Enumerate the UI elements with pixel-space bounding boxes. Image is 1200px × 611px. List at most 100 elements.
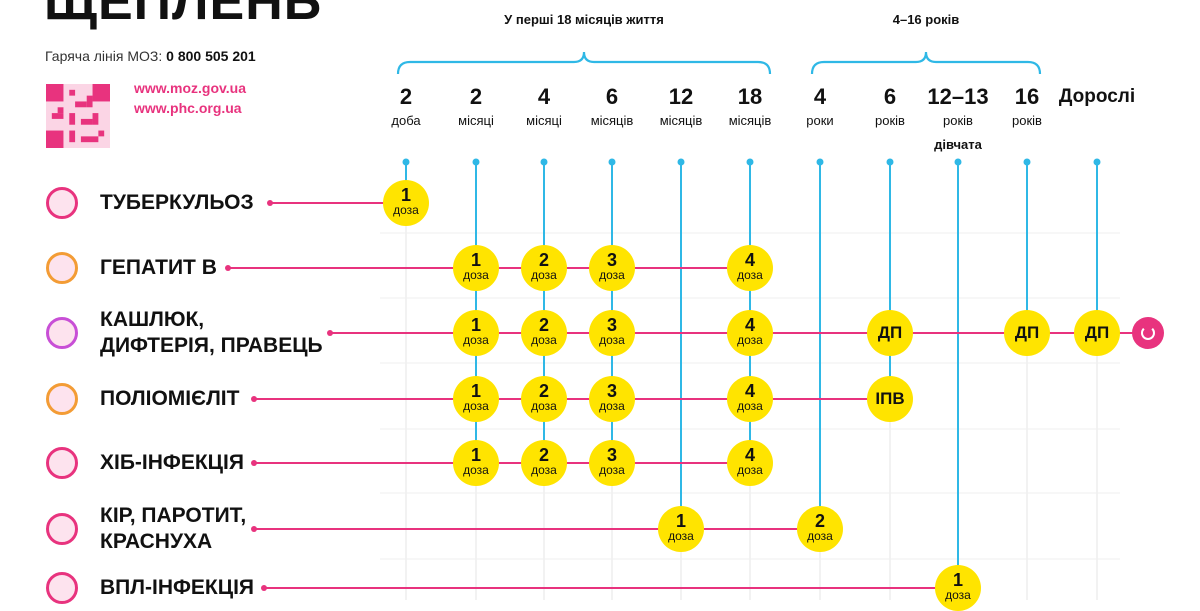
row-label: КАШЛЮК, ДИФТЕРІЯ, ПРАВЕЦЬ xyxy=(100,307,323,359)
dose-unit: доза xyxy=(599,268,625,282)
dose-unit: доза xyxy=(463,463,489,477)
link-moz[interactable]: www.moz.gov.ua xyxy=(134,80,247,96)
age-column-marker xyxy=(954,158,962,166)
dose-marker: 2 доза xyxy=(521,245,567,291)
age-column-unit: місяців xyxy=(659,113,703,128)
age-column-value: 12–13 xyxy=(927,84,989,109)
age-column-marker xyxy=(1093,158,1101,166)
age-column-marker xyxy=(886,158,894,166)
dose-number: 3 xyxy=(606,381,617,401)
dose-number: 2 xyxy=(538,381,549,401)
dose-marker: 1 доза xyxy=(383,180,429,226)
dose-unit: доза xyxy=(668,529,694,543)
age-column-marker xyxy=(816,158,824,166)
dose-marker: 4 доза xyxy=(727,310,773,356)
row-label-line: КІР, ПАРОТИТ, xyxy=(100,504,247,527)
age-column-unit: роки xyxy=(806,113,834,128)
tuberculosis-icon xyxy=(46,187,78,219)
age-column-marker xyxy=(1023,158,1031,166)
age-column-marker xyxy=(608,158,616,166)
dose-marker: 1 доза xyxy=(453,440,499,486)
row-label: ГЕПАТИТ В xyxy=(100,255,217,281)
dose-marker: ІПВ xyxy=(867,376,913,422)
row-label-line: КРАСНУХА xyxy=(100,530,213,553)
dose-number: 1 xyxy=(675,511,686,531)
age-column-note: дівчата xyxy=(934,137,982,152)
dose-number: 1 xyxy=(470,315,481,335)
hpv-icon xyxy=(46,572,78,604)
dose-unit: доза xyxy=(599,333,625,347)
hotline-label: Гаряча лінія МОЗ: xyxy=(45,48,163,64)
dose-number: ДП xyxy=(1084,323,1110,342)
row-label-line: ВПЛ-ІНФЕКЦІЯ xyxy=(100,576,255,599)
dose-marker: 1 доза xyxy=(935,565,981,611)
dose-number: 4 xyxy=(744,445,755,465)
refresh-icon[interactable] xyxy=(1132,317,1164,349)
dose-unit: доза xyxy=(737,268,763,282)
age-group-label: 4–16 років xyxy=(892,12,960,27)
row-line-start xyxy=(225,265,231,271)
pertussis-icon xyxy=(46,317,78,349)
age-column-unit: місяців xyxy=(590,113,634,128)
dose-number: 1 xyxy=(470,381,481,401)
dose-unit: доза xyxy=(531,399,557,413)
age-column-unit: доба xyxy=(391,113,421,128)
dose-number: ДП xyxy=(1014,323,1040,342)
row-label-line: ДИФТЕРІЯ, ПРАВЕЦЬ xyxy=(100,334,323,357)
age-column-marker xyxy=(472,158,480,166)
dose-marker: ДП xyxy=(1004,310,1050,356)
dose-marker: 3 доза xyxy=(589,310,635,356)
row-label: КІР, ПАРОТИТ, КРАСНУХА xyxy=(100,503,246,555)
group-brace-child xyxy=(810,51,1042,75)
dose-number: 3 xyxy=(606,315,617,335)
hotline-number[interactable]: 0 800 505 201 xyxy=(166,48,256,64)
dose-unit: доза xyxy=(463,333,489,347)
row-line-start xyxy=(251,526,257,532)
dose-marker: 1 доза xyxy=(453,245,499,291)
dose-unit: доза xyxy=(463,268,489,282)
age-column-marker xyxy=(746,158,754,166)
dose-number: 2 xyxy=(538,445,549,465)
dose-unit: доза xyxy=(737,399,763,413)
row-label-line: ТУБЕРКУЛЬОЗ xyxy=(100,191,254,214)
group-brace-infant xyxy=(396,51,772,75)
hepatitis-b-icon xyxy=(46,252,78,284)
dose-marker: ДП xyxy=(1074,310,1120,356)
dose-marker: 3 доза xyxy=(589,376,635,422)
row-label: ТУБЕРКУЛЬОЗ xyxy=(100,190,254,216)
row-line-start xyxy=(261,585,267,591)
dose-number: 1 xyxy=(470,250,481,270)
row-line-start xyxy=(327,330,333,336)
age-group-label: У перші 18 місяців життя xyxy=(504,12,664,27)
age-column-value: 12 xyxy=(668,84,694,109)
age-column-unit: місяці xyxy=(458,113,494,128)
dose-unit: доза xyxy=(463,399,489,413)
age-column-value: 2 xyxy=(469,84,483,109)
dose-number: 1 xyxy=(400,185,411,205)
hib-icon xyxy=(46,447,78,479)
dose-marker: 1 доза xyxy=(453,310,499,356)
qr-code-icon xyxy=(46,84,110,148)
link-phc[interactable]: www.phc.org.ua xyxy=(134,100,242,116)
dose-unit: доза xyxy=(393,203,419,217)
row-line-start xyxy=(267,200,273,206)
dose-marker: 2 доза xyxy=(521,440,567,486)
measles-icon xyxy=(46,513,78,545)
age-column-unit: років xyxy=(943,113,973,128)
age-column-value: 18 xyxy=(737,84,763,109)
age-column-marker xyxy=(540,158,548,166)
age-column-value: 4 xyxy=(537,84,551,109)
dose-marker: 3 доза xyxy=(589,440,635,486)
age-column-unit: років xyxy=(875,113,905,128)
age-column-marker xyxy=(677,158,685,166)
row-label: ХІБ-ІНФЕКЦІЯ xyxy=(100,450,244,476)
row-line-start xyxy=(251,396,257,402)
age-column-value: 16 xyxy=(1014,84,1040,109)
row-label-line: ГЕПАТИТ В xyxy=(100,256,217,279)
age-column-value: 6 xyxy=(883,84,897,109)
age-column-marker xyxy=(402,158,410,166)
dose-number: 4 xyxy=(744,315,755,335)
polio-icon xyxy=(46,383,78,415)
dose-number: 1 xyxy=(470,445,481,465)
row-label-line: КАШЛЮК, xyxy=(100,308,205,331)
